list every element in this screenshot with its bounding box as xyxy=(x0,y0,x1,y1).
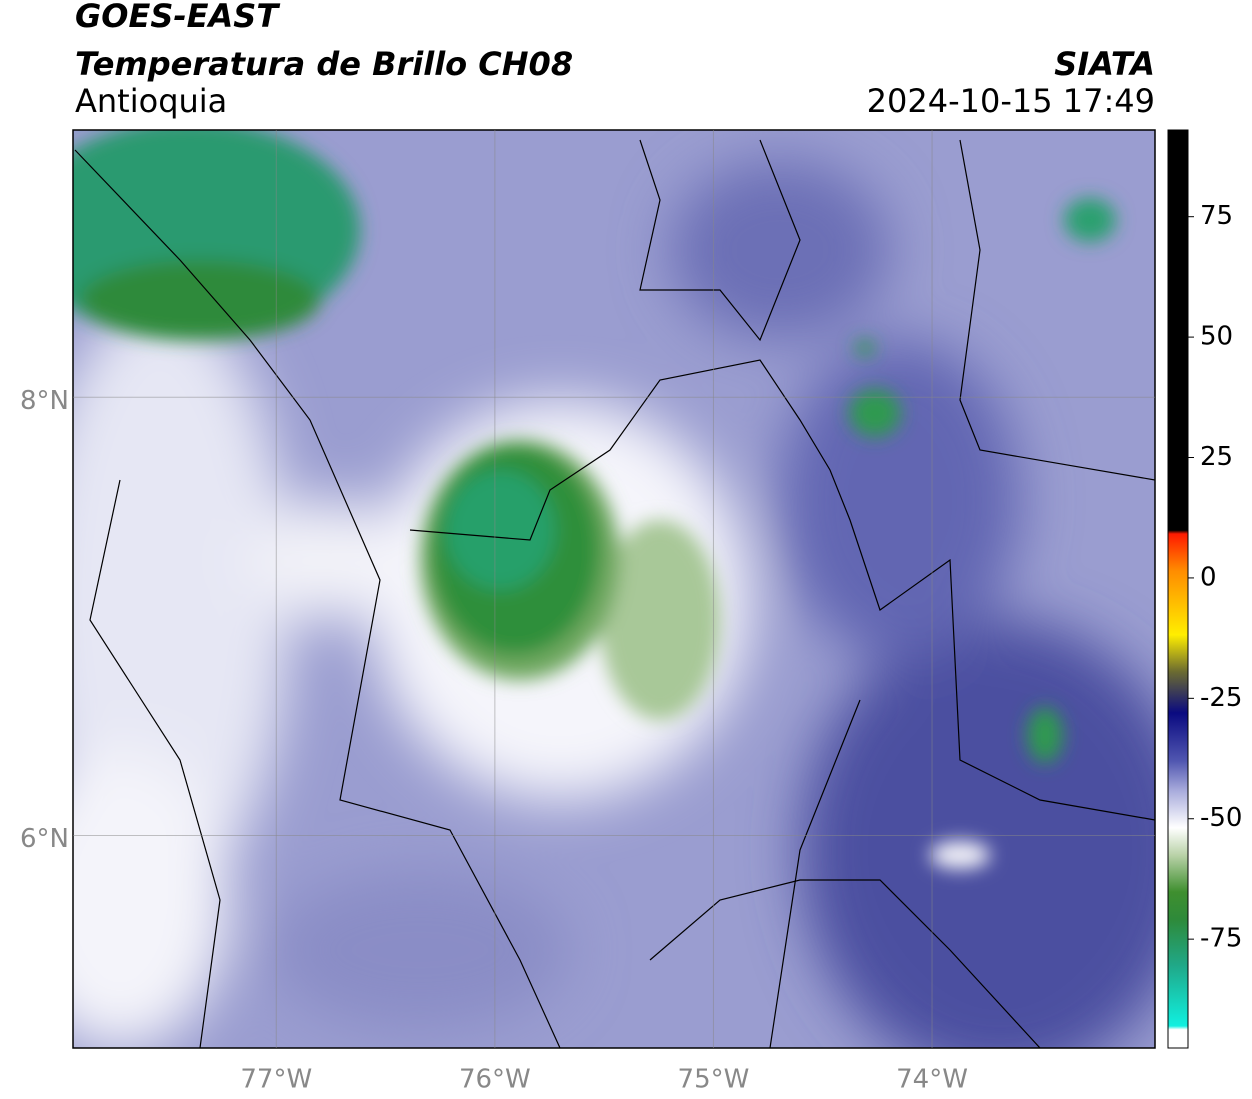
colorbar-tick-label: 75 xyxy=(1200,201,1233,231)
colorbar-tick-label: 25 xyxy=(1200,442,1233,472)
region: Antioquia xyxy=(75,82,227,120)
x-tick-label: 76°W xyxy=(459,1065,531,1095)
x-tick-label: 74°W xyxy=(896,1065,968,1095)
colorbar-tick-label: 0 xyxy=(1200,562,1217,592)
colorbar-tick-label: -25 xyxy=(1200,683,1242,713)
timestamp: 2024-10-15 17:49 xyxy=(867,82,1155,120)
colorbar xyxy=(1167,129,1189,1049)
y-tick-label: 8°N xyxy=(20,386,69,416)
map-frame xyxy=(72,129,1156,1049)
source: SIATA xyxy=(1054,45,1155,83)
y-tick-label: 6°N xyxy=(20,824,69,854)
x-tick-label: 75°W xyxy=(678,1065,750,1095)
imagery xyxy=(73,130,1155,1048)
subtitle: Temperatura de Brillo CH08 xyxy=(75,45,573,83)
colorbar-tick-label: -50 xyxy=(1200,803,1242,833)
x-tick-label: 77°W xyxy=(240,1065,312,1095)
colorbar-tick-label: 50 xyxy=(1200,322,1233,352)
colorbar-tick-label: -75 xyxy=(1200,924,1242,954)
title: GOES-EAST xyxy=(75,0,280,35)
